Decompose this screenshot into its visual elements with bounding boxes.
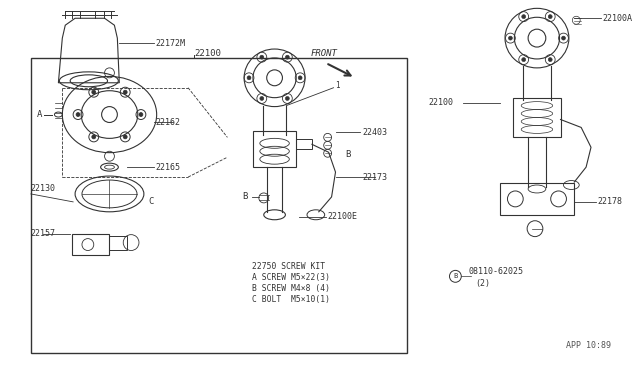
Text: 22403: 22403 (362, 128, 387, 137)
Text: C: C (148, 198, 154, 206)
Text: 22100: 22100 (194, 48, 221, 58)
Text: 22178: 22178 (598, 198, 623, 206)
Text: (2): (2) (475, 279, 490, 288)
Bar (513, 98, 561, 137)
Text: 22100: 22100 (429, 98, 454, 107)
Text: 22173: 22173 (362, 173, 387, 182)
Circle shape (522, 15, 525, 19)
Bar (31, 58, 407, 353)
Text: B: B (453, 273, 458, 279)
Text: 08110-62025: 08110-62025 (468, 267, 523, 276)
Circle shape (260, 55, 264, 59)
Circle shape (92, 135, 96, 139)
Text: A SCREW M5×22(3): A SCREW M5×22(3) (252, 273, 330, 282)
Text: 22100A: 22100A (603, 14, 633, 23)
Circle shape (508, 36, 513, 40)
Circle shape (247, 76, 251, 80)
Circle shape (260, 96, 264, 100)
Circle shape (522, 58, 525, 62)
Text: APP 10:89: APP 10:89 (566, 341, 611, 350)
Text: B SCREW M4×8 (4): B SCREW M4×8 (4) (252, 284, 330, 293)
Circle shape (124, 135, 127, 139)
Circle shape (548, 15, 552, 19)
Text: 22157: 22157 (31, 229, 56, 238)
Circle shape (76, 113, 80, 116)
Circle shape (139, 113, 143, 116)
Circle shape (548, 58, 552, 62)
Circle shape (124, 90, 127, 94)
Circle shape (561, 36, 566, 40)
Text: B: B (242, 192, 248, 201)
Circle shape (92, 90, 96, 94)
Text: 22172M: 22172M (156, 39, 186, 48)
Text: 22162: 22162 (156, 118, 180, 127)
Text: 22100E: 22100E (328, 212, 358, 221)
Bar (109, 235, 127, 250)
Circle shape (298, 76, 302, 80)
Bar (253, 131, 296, 167)
Circle shape (285, 96, 289, 100)
Text: 1: 1 (335, 81, 340, 90)
Text: 22165: 22165 (156, 163, 180, 171)
Bar (72, 234, 109, 256)
Text: C BOLT  M5×10(1): C BOLT M5×10(1) (252, 295, 330, 304)
Text: A: A (36, 110, 42, 119)
Text: 22130: 22130 (31, 185, 56, 193)
Text: FRONT: FRONT (311, 49, 338, 58)
Bar (500, 183, 574, 215)
Text: B: B (346, 150, 351, 159)
Text: 22750 SCREW KIT: 22750 SCREW KIT (252, 262, 325, 271)
Circle shape (285, 55, 289, 59)
